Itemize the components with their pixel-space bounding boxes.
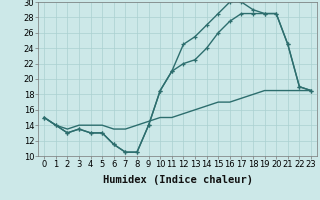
X-axis label: Humidex (Indice chaleur): Humidex (Indice chaleur)	[103, 175, 252, 185]
